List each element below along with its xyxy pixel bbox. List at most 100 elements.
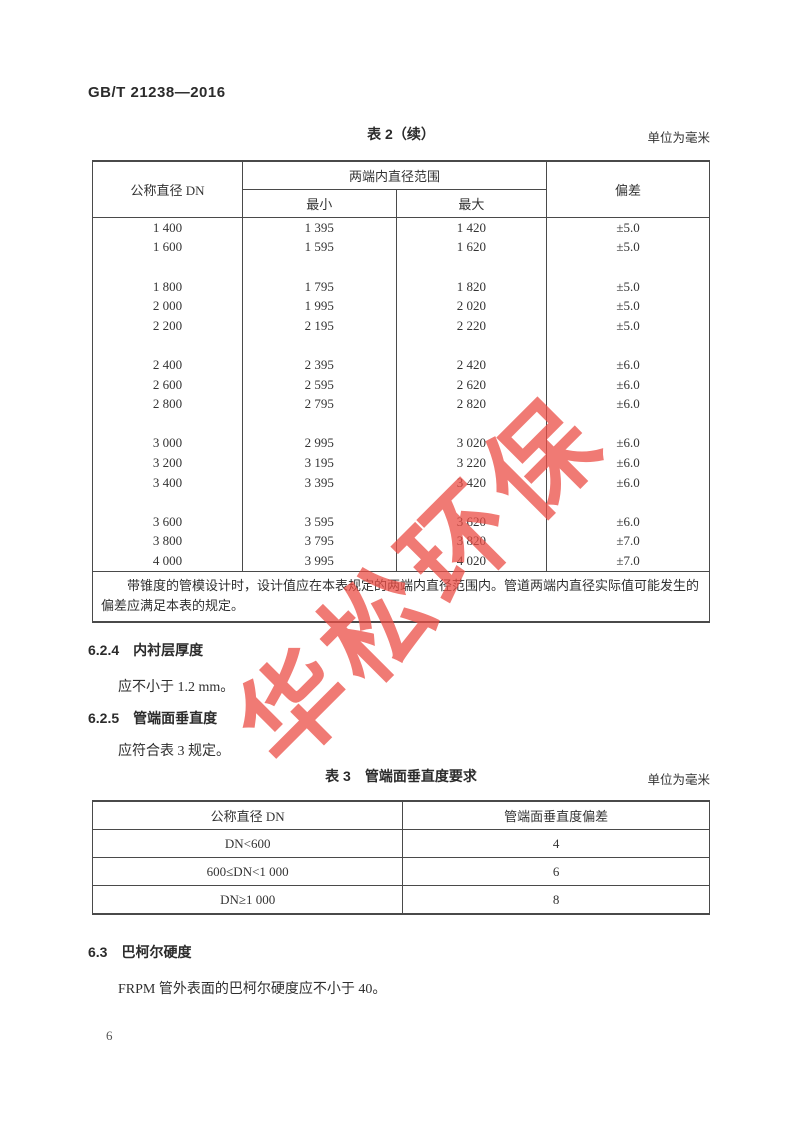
table2-gap-cell xyxy=(92,413,243,434)
table2-cell: ±5.0 xyxy=(546,315,710,336)
table2-cell: ±7.0 xyxy=(546,531,710,552)
table2-row: 1 800 1 795 1 820 ±5.0 xyxy=(92,276,710,297)
table2-cell: ±5.0 xyxy=(546,276,710,297)
table2-cell: 2 795 xyxy=(241,394,397,414)
table2-cell: 3 800 xyxy=(92,531,243,552)
table3-header-deviation: 管端面垂直度偏差 xyxy=(402,800,710,830)
section-number: 6.3 xyxy=(88,944,108,960)
section-body-6-2-5: 应符合表 3 规定。 xyxy=(118,744,230,759)
table2-row: 4 000 3 995 4 020 ±7.0 xyxy=(92,551,710,572)
table2-gap-cell xyxy=(546,413,710,434)
table2-cell: 2 195 xyxy=(241,315,397,336)
table3-cell: 4 xyxy=(402,829,710,858)
table2-gap-row xyxy=(92,413,710,434)
table2-cell: 3 395 xyxy=(241,472,397,493)
table2-header-min: 最小 xyxy=(241,189,397,218)
table2-gap-row xyxy=(92,492,710,512)
table2-cell: 4 020 xyxy=(395,551,548,572)
table2-row: 2 600 2 595 2 620 ±6.0 xyxy=(92,374,710,395)
table2-cell: 3 620 xyxy=(395,511,548,532)
table2-cell: 3 000 xyxy=(92,433,243,454)
table2-row: 3 600 3 595 3 620 ±6.0 xyxy=(92,511,710,532)
table3-caption-row: 表 3 管端面垂直度要求 单位为毫米 xyxy=(92,766,710,787)
table3-caption: 表 3 管端面垂直度要求 xyxy=(325,768,477,784)
table2-header-range: 两端内直径范围 xyxy=(241,160,548,190)
table3-cell: DN<600 xyxy=(91,829,404,858)
table2-cell: 2 820 xyxy=(395,394,548,414)
table2-cell: 2 400 xyxy=(92,355,243,375)
table2-cell: 2 395 xyxy=(241,355,397,375)
table2-gap-cell xyxy=(241,335,397,356)
table2-row: 2 200 2 195 2 220 ±5.0 xyxy=(92,315,710,336)
table2-cell: 3 200 xyxy=(92,453,243,473)
table2-cell: 1 395 xyxy=(241,217,397,238)
table2-header-max: 最大 xyxy=(395,189,548,218)
table2-row: 3 200 3 195 3 220 ±6.0 xyxy=(92,453,710,473)
table2-gap-row xyxy=(92,257,710,277)
table2-row: 3 400 3 395 3 420 ±6.0 xyxy=(92,472,710,493)
table2-cell: 1 600 xyxy=(92,237,243,258)
table3-cell: 6 xyxy=(402,857,710,886)
table2-cell: 2 020 xyxy=(395,296,548,316)
table2-row: 2 000 1 995 2 020 ±5.0 xyxy=(92,296,710,316)
table2-cell: 1 800 xyxy=(92,276,243,297)
table2-cell: 2 800 xyxy=(92,394,243,414)
table2-header-dn: 公称直径 DN xyxy=(92,160,243,218)
table2-cell: 1 620 xyxy=(395,237,548,258)
table2-footnote: 带锥度的管模设计时，设计值应在本表规定的两端内直径范围内。管道两端内直径实际值可… xyxy=(92,570,710,622)
table2-cell: 4 000 xyxy=(92,551,243,572)
table2-cell: 3 820 xyxy=(395,531,548,552)
table2-row: 3 800 3 795 3 820 ±7.0 xyxy=(92,531,710,552)
table2-cell: 3 995 xyxy=(241,551,397,572)
table3-unit-note: 单位为毫米 xyxy=(647,773,710,787)
table2-cell: 3 600 xyxy=(92,511,243,532)
table2-cell: 2 600 xyxy=(92,374,243,395)
table2-cell: 3 420 xyxy=(395,472,548,493)
table2-cell: 1 795 xyxy=(241,276,397,297)
table2-gap-cell xyxy=(241,413,397,434)
table2-gap-cell xyxy=(395,492,548,512)
table2-cell: 2 620 xyxy=(395,374,548,395)
table2-gap-cell xyxy=(92,492,243,512)
table2-caption-row: 表 2（续） 单位为毫米 xyxy=(92,124,710,145)
table3-row: 600≤DN<1 000 6 xyxy=(91,857,710,886)
table2-cell: 2 200 xyxy=(92,315,243,336)
table2-cell: 1 420 xyxy=(395,217,548,238)
section-heading-6-2-4: 6.2.4 内衬层厚度 xyxy=(88,640,203,660)
table2-cell: ±6.0 xyxy=(546,511,710,532)
table3-row: DN<600 4 xyxy=(91,829,710,858)
table2-cell: ±6.0 xyxy=(546,472,710,493)
table2-cell: ±6.0 xyxy=(546,355,710,375)
table2-gap-cell xyxy=(395,257,548,277)
table2-cell: 3 195 xyxy=(241,453,397,473)
page-number: 6 xyxy=(106,1028,113,1043)
table3-row: DN≥1 000 8 xyxy=(91,885,710,915)
table2-row: 1 400 1 395 1 420 ±5.0 xyxy=(92,217,710,238)
section-heading-6-2-5: 6.2.5 管端面垂直度 xyxy=(88,708,217,728)
table2-cell: 2 595 xyxy=(241,374,397,395)
table2-gap-cell xyxy=(241,492,397,512)
table2-gap-cell xyxy=(395,335,548,356)
table3-body: DN<600 4 600≤DN<1 000 6 DN≥1 000 8 xyxy=(91,829,710,915)
table2-gap-cell xyxy=(92,335,243,356)
table2-header-deviation: 偏差 xyxy=(546,160,710,218)
table2-gap-cell xyxy=(546,335,710,356)
table2-row: 2 400 2 395 2 420 ±6.0 xyxy=(92,355,710,375)
table2-cell: 3 400 xyxy=(92,472,243,493)
table2-cell: ±5.0 xyxy=(546,217,710,238)
table2-cell: ±5.0 xyxy=(546,237,710,258)
table2-cell: 3 795 xyxy=(241,531,397,552)
table2-cell: 1 595 xyxy=(241,237,397,258)
table2-cell: 2 995 xyxy=(241,433,397,454)
table2-body: 1 400 1 395 1 420 ±5.0 1 600 1 595 1 620 ±5.0 1 … xyxy=(92,217,710,572)
section-title: 内衬层厚度 xyxy=(133,642,204,658)
table3-header-dn: 公称直径 DN xyxy=(91,800,404,830)
table2-cell: 1 995 xyxy=(241,296,397,316)
table2-cell: 3 020 xyxy=(395,433,548,454)
table2-gap-cell xyxy=(92,257,243,277)
table2-pipe-diameter: 公称直径 DN 两端内直径范围 偏差 最小 最大 1 400 1 395 1 420… xyxy=(92,160,710,623)
table2-row: 2 800 2 795 2 820 ±6.0 xyxy=(92,394,710,414)
table2-gap-row xyxy=(92,335,710,356)
table2-cell: ±6.0 xyxy=(546,394,710,414)
